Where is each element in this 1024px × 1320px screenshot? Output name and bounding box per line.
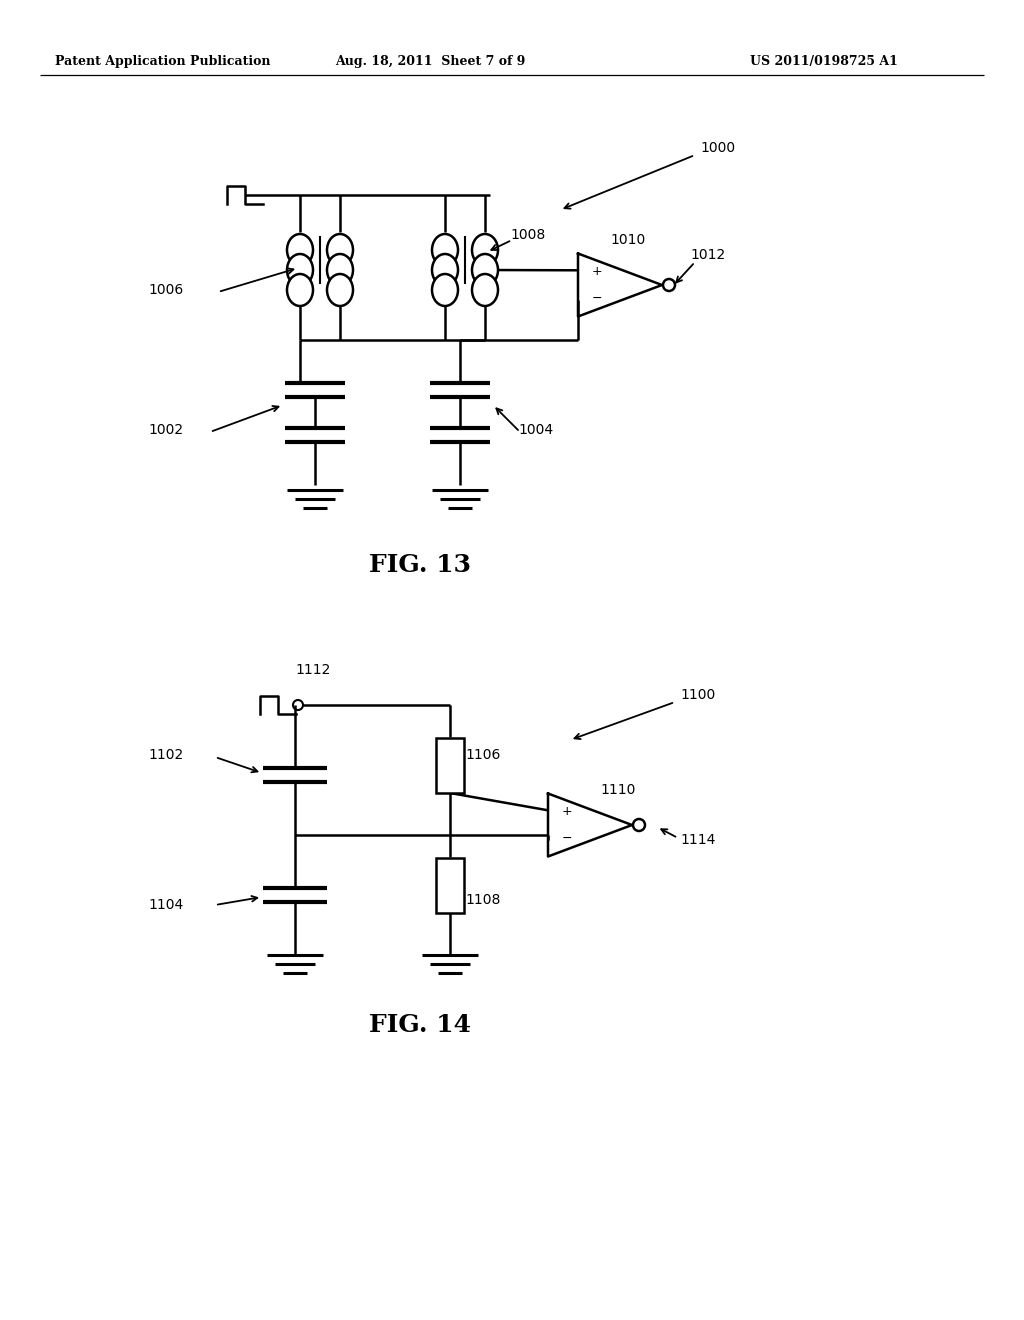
Text: FIG. 13: FIG. 13 [369,553,471,577]
Text: 1012: 1012 [690,248,725,261]
Ellipse shape [472,253,498,286]
Text: Patent Application Publication: Patent Application Publication [55,55,270,69]
Text: +: + [592,265,602,279]
Text: 1010: 1010 [610,234,645,247]
Text: 1006: 1006 [148,282,183,297]
Ellipse shape [327,275,353,306]
Text: 1102: 1102 [148,748,183,762]
Ellipse shape [472,275,498,306]
Text: 1106: 1106 [465,748,501,762]
Ellipse shape [472,234,498,267]
Bar [436,738,464,792]
Text: 1008: 1008 [510,228,545,242]
Text: Aug. 18, 2011  Sheet 7 of 9: Aug. 18, 2011 Sheet 7 of 9 [335,55,525,69]
Bar [436,858,464,912]
Ellipse shape [432,234,458,267]
Text: 1110: 1110 [600,783,635,797]
Text: 1100: 1100 [680,688,715,702]
Text: 1000: 1000 [700,141,735,154]
Ellipse shape [327,234,353,267]
Text: 1002: 1002 [148,422,183,437]
Ellipse shape [287,253,313,286]
Text: +: + [561,805,572,818]
Ellipse shape [432,253,458,286]
Text: −: − [592,292,602,305]
Ellipse shape [287,275,313,306]
Text: 1004: 1004 [518,422,553,437]
Text: 1108: 1108 [465,894,501,907]
Text: US 2011/0198725 A1: US 2011/0198725 A1 [750,55,898,69]
Text: FIG. 14: FIG. 14 [369,1012,471,1038]
Text: 1114: 1114 [680,833,716,847]
Text: 1112: 1112 [295,663,331,677]
Text: −: − [561,832,572,845]
Ellipse shape [287,234,313,267]
Ellipse shape [432,275,458,306]
Text: 1104: 1104 [148,898,183,912]
Ellipse shape [327,253,353,286]
